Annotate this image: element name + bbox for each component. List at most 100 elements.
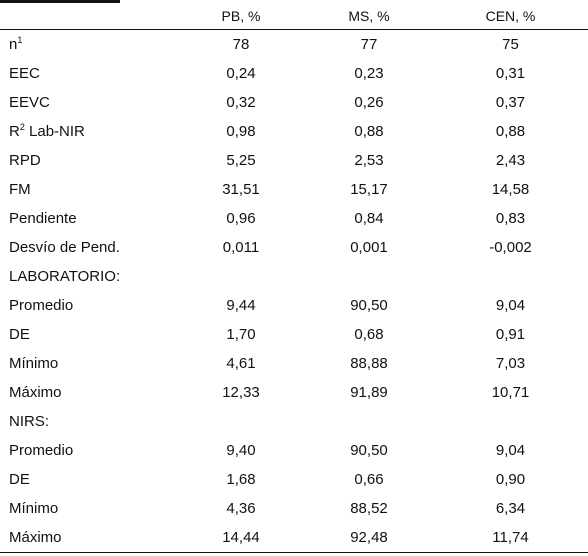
header-label-column xyxy=(0,3,177,30)
cell-ms: 90,50 xyxy=(350,297,388,314)
row-label: Mínimo xyxy=(0,494,177,523)
cell-pb: 4,36 xyxy=(226,500,256,517)
cell-pb: 14,44 xyxy=(177,523,305,553)
cell-cen: -0,002 xyxy=(489,239,532,256)
row-label-text: R xyxy=(9,123,20,140)
table-row: Máximo 14,44 92,48 11,74 xyxy=(0,523,588,553)
row-label: R2 Lab-NIR xyxy=(0,117,177,146)
cell-ms: 0,84 xyxy=(354,210,384,227)
row-label: Máximo xyxy=(0,523,177,553)
row-label: DE xyxy=(0,320,177,349)
cell-cen: 11,74 xyxy=(433,523,588,553)
row-label-text: Promedio xyxy=(9,442,74,459)
row-label-text: LABORATORIO: xyxy=(9,268,121,285)
top-rule-fragment xyxy=(0,0,120,3)
cell-pb: 0,98 xyxy=(226,123,256,140)
cell-pb: 1,70 xyxy=(226,326,256,343)
row-label-text: NIRS: xyxy=(9,413,50,430)
cell-cen: 0,31 xyxy=(495,65,526,82)
section-row: LABORATORIO: xyxy=(0,262,588,291)
cell-ms: 15,17 xyxy=(350,181,388,198)
cell-pb: 31,51 xyxy=(222,181,260,198)
row-label: n1 xyxy=(0,30,177,60)
cell-ms: 0,66 xyxy=(354,471,384,488)
cell-pb: 0,24 xyxy=(226,65,256,82)
cell-ms: 88,52 xyxy=(350,500,388,517)
table-row: Mínimo 4,61 88,88 7,03 xyxy=(0,349,588,378)
cell-ms: 0,68 xyxy=(354,326,384,343)
cell-ms: 0,23 xyxy=(354,65,384,82)
table-row: DE 1,68 0,66 0,90 xyxy=(0,465,588,494)
row-label-text: RPD xyxy=(9,152,41,169)
row-label-superscript: 1 xyxy=(17,35,23,45)
cell-ms: 92,48 xyxy=(305,523,433,553)
row-label-text: FM xyxy=(9,181,31,198)
row-label-text: DE xyxy=(9,471,30,488)
row-label-superscript: 2 xyxy=(19,122,25,132)
table-row: Promedio 9,44 90,50 9,04 xyxy=(0,291,588,320)
table-row: n1 78 77 75 xyxy=(0,30,588,60)
cell-pb xyxy=(177,262,305,291)
cell-pb: 1,68 xyxy=(226,471,256,488)
cell-pb: 0,96 xyxy=(226,210,256,227)
cell-ms: 91,89 xyxy=(350,384,388,401)
cell-cen: 2,43 xyxy=(495,152,526,169)
cell-cen: 7,03 xyxy=(495,355,526,372)
cell-pb: 4,61 xyxy=(226,355,256,372)
cell-cen: 0,83 xyxy=(495,210,526,227)
header-ms: MS, % xyxy=(305,3,433,30)
row-label: FM xyxy=(0,175,177,204)
table-row: R2 Lab-NIR 0,98 0,88 0,88 xyxy=(0,117,588,146)
cell-cen xyxy=(433,262,588,291)
cell-ms: 0,88 xyxy=(354,123,384,140)
cell-cen: 0,37 xyxy=(495,94,526,111)
cell-cen: 9,04 xyxy=(495,442,526,459)
row-label-text: EEC xyxy=(9,65,40,82)
row-label-text: n xyxy=(9,36,18,53)
row-label: Mínimo xyxy=(0,349,177,378)
row-label: RPD xyxy=(0,146,177,175)
row-label-suffix: Lab-NIR xyxy=(24,123,85,140)
header-row: PB, % MS, % CEN, % xyxy=(0,3,588,30)
row-label: EEC xyxy=(0,59,177,88)
table-row: Mínimo 4,36 88,52 6,34 xyxy=(0,494,588,523)
cell-ms: 2,53 xyxy=(354,152,384,169)
cell-pb: 0,32 xyxy=(226,94,256,111)
row-label-text: Mínimo xyxy=(9,355,59,372)
row-label-text: Máximo xyxy=(9,384,62,401)
row-label-text: EEVC xyxy=(9,94,50,111)
cell-cen: 0,91 xyxy=(495,326,526,343)
cell-cen xyxy=(433,407,588,436)
cell-cen: 14,58 xyxy=(491,181,530,198)
cell-cen: 75 xyxy=(502,36,519,53)
row-label: DE xyxy=(0,465,177,494)
table-row: EEVC 0,32 0,26 0,37 xyxy=(0,88,588,117)
table-row: Desvío de Pend. 0,011 0,001 -0,002 xyxy=(0,233,588,262)
cell-ms: 0,001 xyxy=(350,239,388,256)
section-label: LABORATORIO: xyxy=(0,262,177,291)
cell-ms xyxy=(305,407,433,436)
row-label-text: Pendiente xyxy=(9,210,77,227)
row-label: Desvío de Pend. xyxy=(0,233,177,262)
cell-ms: 0,26 xyxy=(354,94,384,111)
table-row: FM 31,51 15,17 14,58 xyxy=(0,175,588,204)
section-row: NIRS: xyxy=(0,407,588,436)
cell-ms: 90,50 xyxy=(350,442,388,459)
cell-cen: 10,71 xyxy=(491,384,530,401)
row-label-text: Promedio xyxy=(9,297,74,314)
cell-pb: 12,33 xyxy=(222,384,260,401)
cell-pb xyxy=(177,407,305,436)
section-label: NIRS: xyxy=(0,407,177,436)
cell-cen: 0,88 xyxy=(495,123,526,140)
table-row: Promedio 9,40 90,50 9,04 xyxy=(0,436,588,465)
row-label-text: Máximo xyxy=(9,529,62,546)
table-body: n1 78 77 75 EEC 0,24 0,23 0,31 EEVC 0,32 0,26 0,37 R… xyxy=(0,30,588,553)
cell-ms: 77 xyxy=(360,36,378,53)
row-label-text: Desvío de Pend. xyxy=(9,239,120,256)
table-row: Máximo 12,33 91,89 10,71 xyxy=(0,378,588,407)
row-label: Promedio xyxy=(0,436,177,465)
cell-pb: 5,25 xyxy=(226,152,256,169)
row-label: EEVC xyxy=(0,88,177,117)
row-label: Promedio xyxy=(0,291,177,320)
